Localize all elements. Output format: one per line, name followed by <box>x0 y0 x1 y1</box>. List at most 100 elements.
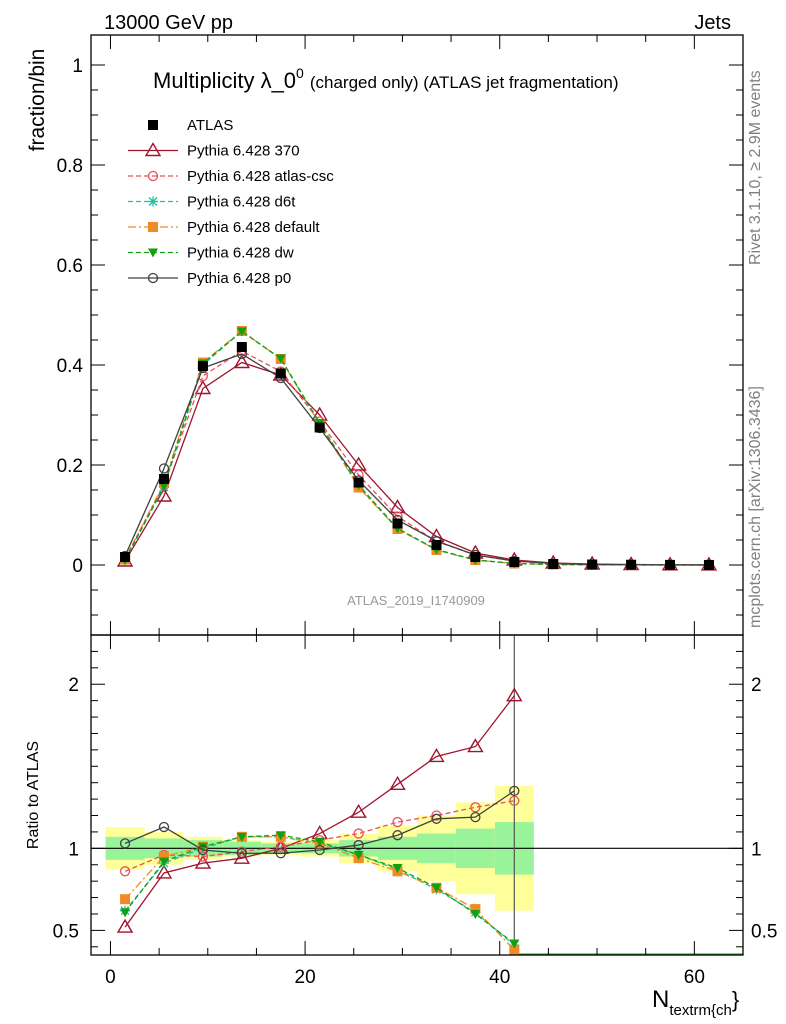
data-point <box>470 904 481 915</box>
data-point <box>470 812 481 823</box>
data-point <box>470 909 481 919</box>
data-point <box>389 775 406 791</box>
y-axis-label: fraction/bin <box>26 49 49 152</box>
data-point <box>116 918 134 933</box>
ratio-series-pythia-6-428-370 <box>116 687 523 933</box>
top-series-group <box>116 326 718 571</box>
data-point <box>147 170 159 182</box>
x-axis-label-sub: textrm{ch <box>669 1002 732 1019</box>
ratio-series-line <box>124 800 515 872</box>
data-point <box>275 831 286 841</box>
data-point <box>147 272 159 284</box>
data-point <box>506 687 523 702</box>
legend-entry: ATLAS <box>148 117 233 134</box>
data-point <box>392 864 403 874</box>
legend-entry: Pythia 6.428 atlas-csc <box>128 168 334 185</box>
data-point <box>275 368 286 379</box>
ratio-y-tick-label: 2 <box>68 675 79 696</box>
data-point <box>275 841 286 852</box>
data-point <box>392 816 403 828</box>
legend-entry: Pythia 6.428 dw <box>128 245 294 262</box>
plot-title-suffix: (charged only) (ATLAS jet fragmentation) <box>310 73 619 92</box>
ratio-plot-panel: Ratio to ATLAS 0.5 0.51 12 20 20 40 60 Ntextrm… <box>25 634 777 1019</box>
data-point <box>350 803 367 818</box>
data-point <box>665 559 676 570</box>
data-point <box>353 828 364 839</box>
data-point <box>626 559 637 570</box>
data-point <box>197 361 208 371</box>
legend-label: Pythia 6.428 370 <box>187 143 300 160</box>
data-point <box>275 848 286 859</box>
data-point <box>119 838 131 849</box>
data-point <box>148 196 158 207</box>
legend: ATLAS Pythia 6.428 370 Pythia 6.428 atlas-… <box>128 117 334 287</box>
plot-title-main: Multiplicity λ_0 <box>153 68 296 93</box>
data-point <box>158 857 169 867</box>
data-point <box>236 832 247 842</box>
data-point <box>236 327 247 337</box>
legend-entry: Pythia 6.428 p0 <box>128 270 291 287</box>
ratio-y-tick-label-right: 0.5 <box>751 921 777 942</box>
data-point <box>194 854 212 869</box>
legend-label: Pythia 6.428 default <box>187 219 320 236</box>
series-line <box>124 353 709 566</box>
y-tick-label: 1 <box>72 56 83 77</box>
y-tick-label: 0 <box>72 556 83 577</box>
data-point <box>509 557 520 567</box>
header-left: 13000 GeV pp <box>104 12 233 34</box>
ratio-series-line <box>124 695 515 928</box>
ratio-series-pythia-6-428-dw <box>120 831 520 949</box>
data-point <box>703 559 714 570</box>
data-point <box>120 908 131 918</box>
data-point <box>148 222 158 232</box>
y-tick-label: 0.8 <box>57 156 83 177</box>
data-point <box>509 939 520 949</box>
data-point <box>158 821 170 833</box>
ratio-series-line <box>124 836 515 951</box>
data-point <box>431 883 442 893</box>
x-axis-label-main: N <box>652 986 669 1013</box>
x-tick-label: 60 <box>684 967 705 988</box>
ratio-series-line <box>124 790 515 854</box>
x-axis-label: Ntextrm{ch} <box>652 986 739 1019</box>
data-point <box>275 354 286 364</box>
data-point <box>467 738 484 753</box>
ratio-y-tick-label: 1 <box>68 839 79 860</box>
y-tick-label: 0.2 <box>57 456 83 477</box>
mcplots-label: mcplots.cern.ch [arXiv:1306.3436] <box>747 386 764 628</box>
ratio-series-pythia-6-428-p0 <box>119 785 520 859</box>
data-point <box>509 945 520 956</box>
data-point <box>431 810 442 821</box>
data-point <box>155 487 173 502</box>
data-point <box>236 342 247 352</box>
data-point <box>197 844 209 856</box>
ratio-y-tick-label: 0.5 <box>53 921 79 942</box>
data-point <box>509 785 520 797</box>
ratio-plot-frame <box>90 634 744 956</box>
data-point <box>158 482 169 491</box>
data-point <box>353 839 364 851</box>
data-point <box>509 795 520 806</box>
data-point <box>314 837 325 847</box>
data-point <box>392 518 403 529</box>
ratio-series-group <box>116 687 523 956</box>
ratio-y-tick-label-right: 1 <box>751 839 762 860</box>
data-point <box>120 552 131 562</box>
series-atlas <box>120 342 714 570</box>
x-axis-label-suffix: } <box>732 987 739 1012</box>
legend-entry: Pythia 6.428 default <box>128 219 320 236</box>
data-point <box>314 422 325 433</box>
legend-entry: Pythia 6.428 370 <box>128 142 300 160</box>
plot-title: Multiplicity λ_00 (charged only) (ATLAS j… <box>153 65 619 93</box>
y-tick-label: 0.4 <box>57 356 84 377</box>
x-tick-label: 40 <box>489 967 510 988</box>
data-point <box>314 844 325 856</box>
rivet-label: Rivet 3.1.10, ≥ 2.9M events <box>747 70 764 265</box>
legend-label: ATLAS <box>187 117 233 134</box>
legend-label: Pythia 6.428 atlas-csc <box>187 168 334 185</box>
plot-title-sup: 0 <box>296 65 304 81</box>
ratio-uncertainty-bands <box>91 635 743 955</box>
analysis-watermark: ATLAS_2019_I1740909 <box>347 593 485 608</box>
legend-label: Pythia 6.428 d6t <box>187 194 296 211</box>
